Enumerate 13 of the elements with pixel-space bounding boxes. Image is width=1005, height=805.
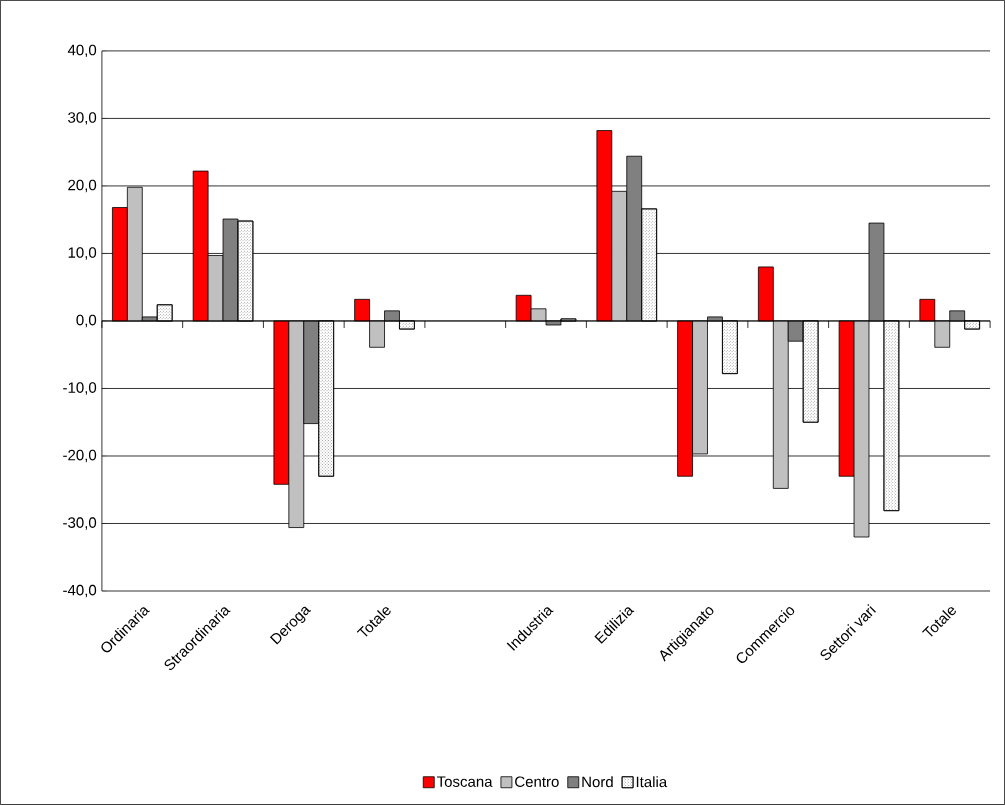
legend-label: Nord xyxy=(582,776,613,788)
legend-label: Centro xyxy=(515,776,559,788)
y-tick-label: 40,0 xyxy=(67,44,97,58)
y-tick-label: -20,0 xyxy=(63,449,97,463)
y-tick-label: -30,0 xyxy=(63,517,97,530)
y-tick-label: -40,0 xyxy=(63,584,97,598)
legend-label: Italia xyxy=(636,776,668,788)
y-tick-label: 0,0 xyxy=(76,314,97,328)
y-tick-label: 10,0 xyxy=(68,247,97,260)
y-tick-label: -10,0 xyxy=(63,382,97,395)
y-tick-label: 30,0 xyxy=(68,112,97,125)
y-tick-label: 20,0 xyxy=(68,179,97,193)
legend-label: Toscana xyxy=(436,776,493,787)
